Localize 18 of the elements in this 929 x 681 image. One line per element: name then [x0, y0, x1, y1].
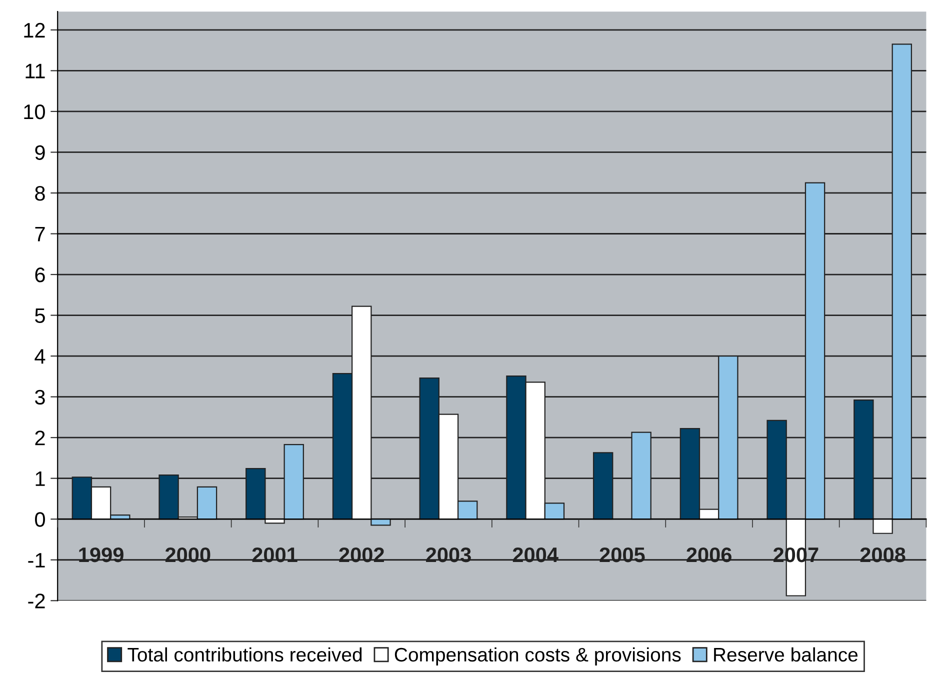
y-tick-label: 3 [35, 390, 45, 405]
legend-label: Total contributions received [128, 647, 362, 662]
y-tick-label: 9 [35, 145, 45, 160]
y-tick-label: -1 [28, 553, 45, 568]
legend-label: Compensation costs & provisions [394, 647, 681, 666]
y-tick-label: 6 [35, 268, 45, 282]
y-tick-label: 0 [35, 512, 45, 527]
y-tick-label: 2 [35, 430, 45, 446]
y-tick-label: 12 [24, 22, 45, 38]
y-tick-label: 10 [24, 104, 45, 120]
y-tick-label: 1 [36, 472, 45, 486]
legend-label: Reserve balance [714, 647, 858, 662]
y-tick-label: -2 [28, 594, 45, 608]
y-tick-label: 11 [26, 64, 45, 78]
y-tick-label: 8 [35, 186, 45, 201]
y-tick-label: 5 [35, 308, 45, 324]
y-tick-label: 7 [35, 226, 45, 242]
y-tick-label: 4 [34, 349, 46, 364]
